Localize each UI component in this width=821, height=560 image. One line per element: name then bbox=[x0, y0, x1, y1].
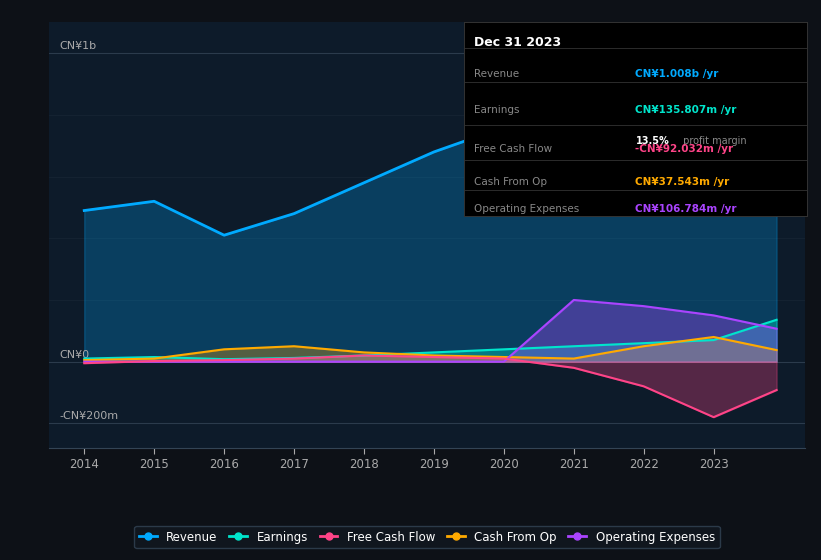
Text: 13.5%: 13.5% bbox=[635, 137, 669, 146]
Text: -CN¥92.032m /yr: -CN¥92.032m /yr bbox=[635, 144, 734, 154]
Text: CN¥1b: CN¥1b bbox=[60, 41, 97, 52]
Text: CN¥135.807m /yr: CN¥135.807m /yr bbox=[635, 105, 736, 115]
Text: Revenue: Revenue bbox=[475, 69, 520, 79]
Legend: Revenue, Earnings, Free Cash Flow, Cash From Op, Operating Expenses: Revenue, Earnings, Free Cash Flow, Cash … bbox=[135, 526, 719, 548]
Text: CN¥106.784m /yr: CN¥106.784m /yr bbox=[635, 204, 737, 214]
Text: Free Cash Flow: Free Cash Flow bbox=[475, 144, 553, 154]
Text: profit margin: profit margin bbox=[680, 137, 746, 146]
Text: CN¥37.543m /yr: CN¥37.543m /yr bbox=[635, 177, 730, 187]
Text: Dec 31 2023: Dec 31 2023 bbox=[475, 36, 562, 49]
Text: Operating Expenses: Operating Expenses bbox=[475, 204, 580, 214]
Text: -CN¥200m: -CN¥200m bbox=[60, 412, 119, 422]
Text: Earnings: Earnings bbox=[475, 105, 520, 115]
Text: CN¥0: CN¥0 bbox=[60, 350, 89, 360]
Text: CN¥1.008b /yr: CN¥1.008b /yr bbox=[635, 69, 719, 79]
Text: Cash From Op: Cash From Op bbox=[475, 177, 547, 187]
